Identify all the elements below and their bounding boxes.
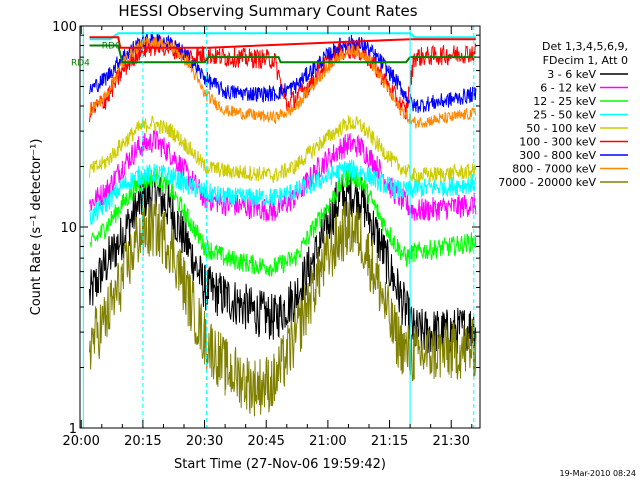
series-line-10 bbox=[89, 36, 476, 49]
x-tick-label-4: 21:00 bbox=[309, 434, 346, 449]
x-tick-label-0: 20:00 bbox=[62, 434, 99, 449]
series-line-11 bbox=[89, 44, 476, 64]
y-axis-label: Count Rate (s⁻¹ detector⁻¹) bbox=[29, 139, 44, 316]
series-line-1 bbox=[89, 130, 477, 222]
chart-title: HESSI Observing Summary Count Rates bbox=[118, 2, 417, 20]
legend-header-line-1: Det 1,3,4,5,6,9, bbox=[542, 40, 628, 53]
y-tick-label-2: 100 bbox=[52, 20, 77, 35]
legend-entry-label-4: 50 - 100 keV bbox=[526, 122, 596, 135]
legend-entry-label-2: 12 - 25 keV bbox=[533, 95, 596, 108]
legend-entry-label-8: 7000 - 20000 keV bbox=[498, 176, 596, 189]
x-tick-label-2: 20:30 bbox=[186, 434, 223, 449]
legend-entry-label-5: 100 - 300 keV bbox=[519, 136, 596, 149]
y-axis-ticks: 1 10 100 bbox=[52, 20, 480, 437]
y-tick-label-0: 1 bbox=[69, 422, 77, 437]
state-labels: RD0 RD4 bbox=[71, 41, 121, 68]
x-tick-label-1: 20:15 bbox=[124, 434, 161, 449]
legend-entry-label-6: 300 - 800 keV bbox=[519, 149, 596, 162]
legend-entry-label-3: 25 - 50 keV bbox=[533, 109, 596, 122]
footer-timestamp: 19-Mar-2010 08:24 bbox=[560, 469, 637, 478]
series-line-5 bbox=[89, 34, 477, 123]
series-line-7 bbox=[89, 37, 477, 129]
legend-entry-label-7: 800 - 7000 keV bbox=[512, 163, 596, 176]
state-label-rd0: RD0 bbox=[102, 41, 121, 51]
x-axis-label: Start Time (27-Nov-06 19:59:42) bbox=[174, 457, 386, 472]
series-line-6 bbox=[89, 31, 477, 113]
series-line-3 bbox=[89, 159, 477, 225]
state-label-rd4: RD4 bbox=[71, 58, 90, 68]
series-line-9 bbox=[89, 32, 476, 41]
x-tick-label-6: 21:30 bbox=[432, 434, 469, 449]
legend-entry-label-1: 6 - 12 keV bbox=[540, 82, 596, 95]
series-line-4 bbox=[89, 115, 477, 184]
legend-entry-label-0: 3 - 6 keV bbox=[547, 68, 596, 81]
series-line-2 bbox=[89, 167, 477, 277]
series-layer bbox=[89, 31, 477, 417]
x-axis-ticks: 20:00 20:15 20:30 20:45 21:00 21:15 21:30 bbox=[62, 26, 473, 449]
legend: Det 1,3,4,5,6,9, FDecim 1, Att 0 3 - 6 k… bbox=[498, 40, 628, 189]
x-tick-label-3: 20:45 bbox=[247, 434, 284, 449]
legend-header-line-2: FDecim 1, Att 0 bbox=[543, 54, 628, 67]
x-tick-label-5: 21:15 bbox=[371, 434, 408, 449]
y-tick-label-1: 10 bbox=[60, 221, 77, 236]
series-line-8 bbox=[89, 198, 477, 417]
series-line-0 bbox=[89, 168, 477, 354]
